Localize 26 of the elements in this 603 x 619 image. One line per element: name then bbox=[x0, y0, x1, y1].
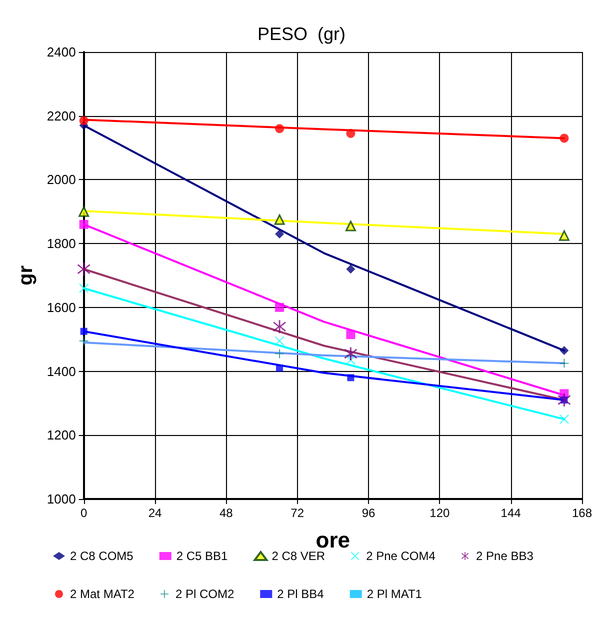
y-tick-label: 1600 bbox=[46, 300, 76, 315]
x-tick-label: 96 bbox=[362, 506, 376, 520]
y-tick-label: 1400 bbox=[46, 364, 76, 379]
y-tick-label: 1200 bbox=[46, 428, 76, 443]
legend-label: 2 Pne COM4 bbox=[366, 549, 436, 563]
x-tick-label: 144 bbox=[500, 506, 522, 520]
y-tick-label: 1000 bbox=[46, 492, 76, 506]
legend-label: 2 Pne BB3 bbox=[476, 549, 534, 563]
x-tick-label: 48 bbox=[219, 506, 234, 520]
y-tick-label: 1800 bbox=[46, 236, 76, 252]
x-tick-label: 168 bbox=[572, 506, 592, 520]
x-tick-label: 120 bbox=[430, 506, 450, 520]
x-tick-label: 24 bbox=[148, 506, 162, 520]
y-tick-label: 2000 bbox=[46, 172, 76, 188]
legend-label: 2 C5 BB1 bbox=[176, 549, 228, 563]
y-tick-label: 2400 bbox=[46, 44, 76, 60]
y-axis-title: gr bbox=[15, 265, 37, 286]
chart-title: PESO (gr) bbox=[257, 24, 346, 44]
y-tick-label: 2200 bbox=[46, 108, 76, 124]
legend-label: 2 Pl COM2 bbox=[175, 587, 234, 601]
legend-label: 2 Mat MAT2 bbox=[70, 587, 135, 601]
x-tick-label: 72 bbox=[290, 506, 304, 520]
legend-label: 2 C8 COM5 bbox=[70, 549, 134, 563]
legend-label: 2 Pl MAT1 bbox=[366, 587, 422, 601]
legend-label: 2 Pl BB4 bbox=[277, 587, 324, 601]
x-tick-label: 0 bbox=[80, 506, 88, 520]
